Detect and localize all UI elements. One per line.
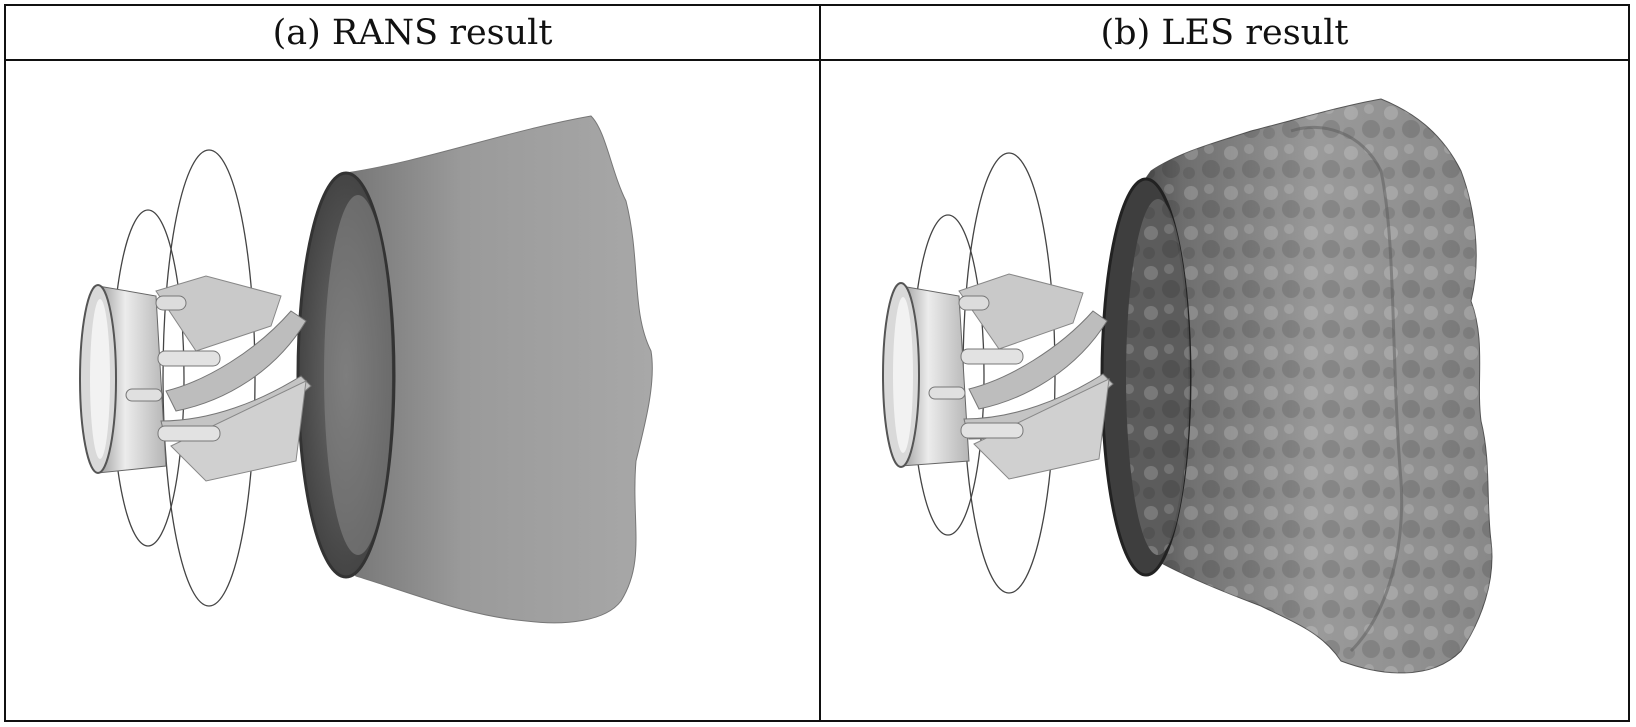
guide-ring-large xyxy=(162,149,256,607)
comparison-table: (a) RANS result (b) LES result xyxy=(4,4,1630,722)
panel-b-caption: (b) LES result xyxy=(1100,12,1349,53)
column-divider xyxy=(819,6,821,720)
header-divider xyxy=(6,59,1628,61)
rans-render xyxy=(79,115,653,624)
les-render xyxy=(882,98,1493,674)
les-result-panel xyxy=(821,61,1628,720)
rans-result-panel xyxy=(6,61,819,720)
panel-a-caption: (a) RANS result xyxy=(272,12,553,53)
